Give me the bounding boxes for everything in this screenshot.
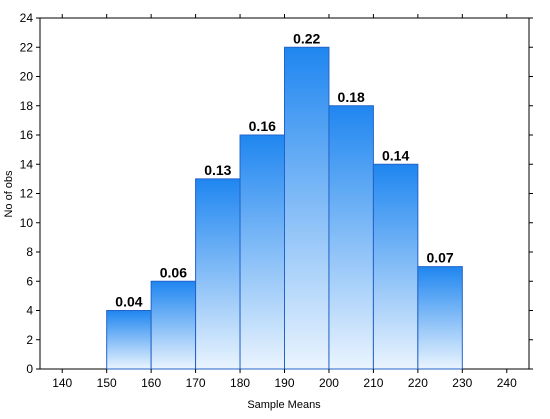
histogram-bar [150, 280, 197, 370]
x-axis: 140 150 160 170 180 190 200 210 220 230 240 [52, 14, 517, 390]
y-tick-label: 6 [26, 274, 33, 288]
bar-value-label: 0.13 [204, 162, 231, 178]
x-axis-title: Sample Means [247, 399, 321, 411]
histogram-bar [372, 163, 419, 370]
x-tick-label: 210 [363, 376, 383, 390]
bar-value-label: 0.04 [115, 294, 142, 310]
x-tick-label: 230 [452, 376, 472, 390]
x-tick-label: 220 [408, 376, 428, 390]
histogram-bar [417, 266, 463, 370]
x-tick-label: 140 [52, 376, 72, 390]
bar-value-label: 0.07 [426, 250, 453, 266]
x-tick-label: 150 [97, 376, 117, 390]
y-axis-title: No of obs [3, 170, 15, 218]
bars-group [106, 46, 463, 370]
y-tick-label: 2 [26, 333, 33, 347]
y-tick-label: 24 [20, 11, 34, 25]
x-tick-label: 240 [497, 376, 517, 390]
y-tick-label: 20 [20, 70, 34, 84]
x-tick-label: 200 [319, 376, 339, 390]
x-tick-label: 160 [141, 376, 161, 390]
histogram-bar [284, 46, 330, 370]
bar-value-label: 0.06 [160, 264, 187, 280]
y-tick-label: 12 [20, 187, 34, 201]
bar-labels-group: 0.04 0.06 0.13 0.16 0.22 0.18 0.14 0.07 [115, 30, 454, 309]
bar-value-label: 0.22 [293, 30, 320, 46]
y-tick-label: 18 [20, 99, 34, 113]
y-tick-label: 0 [26, 362, 33, 376]
histogram-bar [239, 134, 285, 370]
x-tick-label: 170 [186, 376, 206, 390]
bar-value-label: 0.14 [382, 147, 409, 163]
histogram-bar [328, 105, 374, 370]
y-tick-label: 14 [20, 157, 34, 171]
histogram-bar [106, 310, 152, 370]
y-tick-label: 8 [26, 245, 33, 259]
y-tick-label: 16 [20, 128, 34, 142]
bar-value-label: 0.18 [338, 89, 365, 105]
x-tick-label: 190 [274, 376, 294, 390]
bar-value-label: 0.16 [249, 118, 276, 134]
y-tick-label: 22 [20, 40, 34, 54]
y-tick-label: 10 [20, 216, 34, 230]
histogram-bar [195, 178, 241, 370]
y-tick-label: 4 [26, 304, 33, 318]
x-tick-label: 180 [230, 376, 250, 390]
